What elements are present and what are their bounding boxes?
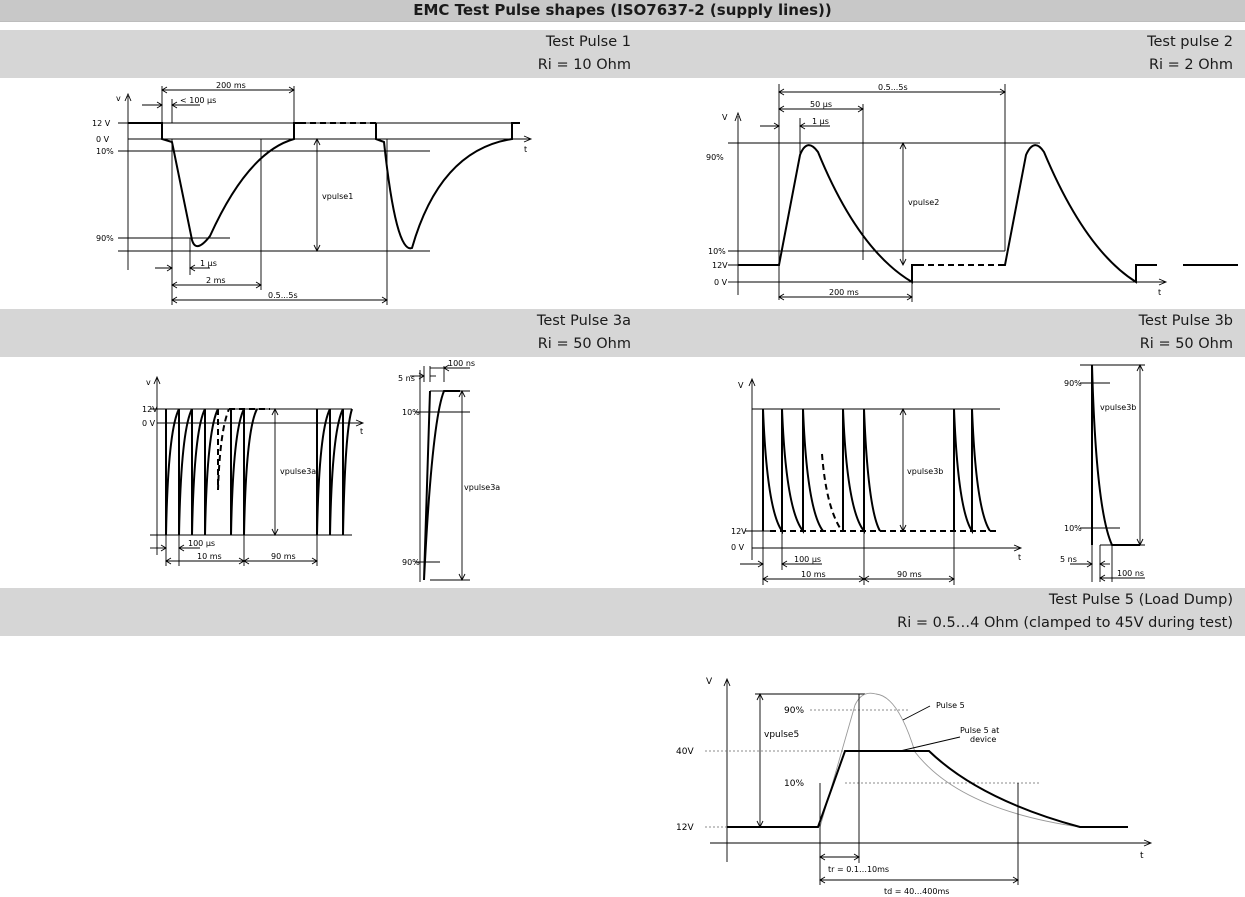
pulse3a-12v-label: 12V <box>142 405 158 414</box>
pulse5-90pct-label: 90% <box>784 706 804 716</box>
pulse3b-100ns-label: 100 ns <box>1117 569 1144 578</box>
pulse3b-header: Test Pulse 3b Ri = 50 Ohm <box>1139 310 1233 356</box>
pulse3a-10pct-label: 10% <box>402 408 420 417</box>
pulse2-1us-label: 1 µs <box>812 117 829 126</box>
pulse1-amplitude-label: vpulse1 <box>322 192 353 201</box>
pulse3b-amplitude2-label: vpulse3b <box>1100 403 1136 412</box>
pulse5-title: Test Pulse 5 (Load Dump) <box>1048 592 1233 608</box>
pulse5-10pct-label: 10% <box>784 779 804 789</box>
pulse2-10pct-label: 10% <box>708 247 726 256</box>
pulse3a-90pct-label: 90% <box>402 558 420 567</box>
pulse5-td-label: td = 40…400ms <box>884 887 949 896</box>
pulse3b-5ns-label: 5 ns <box>1060 555 1077 564</box>
pulse3b-amplitude-label: vpulse3b <box>907 467 943 476</box>
pulse3a-v-axis-label: v <box>146 378 151 387</box>
header-row-pulse-5: Test Pulse 5 (Load Dump) Ri = 0.5…4 Ohm … <box>0 588 1245 636</box>
pulse3a-10ms-label: 10 ms <box>197 552 222 561</box>
pulse3b-100us-label: 100 µs <box>794 555 821 564</box>
pulse1-2ms-label: 2 ms <box>206 276 226 285</box>
pulse3b-0v-label: 0 V <box>731 543 745 552</box>
pulse5-pulse-label: Pulse 5 <box>936 701 965 710</box>
page-title: EMC Test Pulse shapes (ISO7637-2 (supply… <box>0 0 1245 22</box>
pulse5-header: Test Pulse 5 (Load Dump) Ri = 0.5…4 Ohm … <box>897 589 1233 635</box>
pulse1-v-axis-label: v <box>116 94 121 103</box>
pulse2-t-axis-label: t <box>1158 288 1161 297</box>
pulse5-ri: Ri = 0.5…4 Ohm (clamped to 45V during te… <box>897 615 1233 631</box>
pulse3b-12v-label: 12V <box>731 527 747 536</box>
pulse3b-90ms-label: 90 ms <box>897 570 922 579</box>
pulse1-ri: Ri = 10 Ohm <box>537 57 631 73</box>
pulse1-diagram: v t 12 V 0 V 10% 90% 200 ms < 100 µs 1 µ… <box>92 81 533 305</box>
pulse1-90pct-label: 90% <box>96 234 114 243</box>
pulse2-90pct-label: 90% <box>706 153 724 162</box>
pulse5-diagram: V t 40V 12V 90% 10% vpulse5 Pulse 5 Puls… <box>676 677 1153 896</box>
pulse2-title: Test pulse 2 <box>1147 34 1233 50</box>
pulse1-t-axis-label: t <box>524 145 527 154</box>
pulse2-amplitude-label: vpulse2 <box>908 198 939 207</box>
pulse5-40v-label: 40V <box>676 747 694 757</box>
pulse2-ri: Ri = 2 Ohm <box>1148 57 1233 73</box>
pulse1-100us-label: < 100 µs <box>180 96 216 105</box>
pulse3a-ri: Ri = 50 Ohm <box>537 336 631 352</box>
pulse1-05-5s-label: 0.5...5s <box>268 291 298 300</box>
pulse5-t-axis-label: t <box>1140 851 1144 861</box>
pulse1-1us-label: 1 µs <box>200 259 217 268</box>
pulse2-200ms-label: 200 ms <box>829 288 859 297</box>
header-row-pulse-1-2: Test Pulse 1 Ri = 10 Ohm Test pulse 2 Ri… <box>0 30 1245 78</box>
pulse5-tr-label: tr = 0.1…10ms <box>828 865 889 874</box>
pulse3a-amplitude-label: vpulse3a <box>280 467 316 476</box>
pulse3a-5ns-label: 5 ns <box>398 374 415 383</box>
pulse2-v-axis-label: V <box>722 113 728 122</box>
pulse3b-t-axis-label: t <box>1018 553 1021 562</box>
pulse3a-t-axis-label: t <box>360 427 363 436</box>
pulse3a-diagram: v t 12V 0 V 100 µs 10 ms 90 ms vpulse3a … <box>142 359 500 582</box>
pulse2-12v-label: 12V <box>712 261 728 270</box>
pulse1-header: Test Pulse 1 Ri = 10 Ohm <box>538 31 631 77</box>
pulse3b-10ms-label: 10 ms <box>801 570 826 579</box>
pulse1-12v-label: 12 V <box>92 119 111 128</box>
pulse2-diagram: V t 90% 10% 12V 0 V 0.5...5s 50 µs 1 µs … <box>706 83 1238 302</box>
pulse2-header: Test pulse 2 Ri = 2 Ohm <box>1147 31 1233 77</box>
pulse3a-header: Test Pulse 3a Ri = 50 Ohm <box>537 310 631 356</box>
pulse1-10pct-label: 10% <box>96 147 114 156</box>
pulse3b-diagram: V t 12V 0 V 100 µs 10 ms 90 ms vpulse3b … <box>731 363 1145 585</box>
pulse1-200ms-label: 200 ms <box>216 81 246 90</box>
pulse5-at-device-label-1: Pulse 5 at <box>960 726 999 735</box>
pulse2-50us-label: 50 µs <box>810 100 832 109</box>
pulse5-v-axis-label: V <box>706 677 713 687</box>
pulse3b-10pct-label: 10% <box>1064 524 1082 533</box>
pulse1-title: Test Pulse 1 <box>545 34 631 50</box>
pulse2-05-5s-label: 0.5...5s <box>878 83 908 92</box>
pulse3b-ri: Ri = 50 Ohm <box>1139 336 1233 352</box>
pulse1-0v-label: 0 V <box>96 135 110 144</box>
pulse3b-v-axis-label: V <box>738 381 744 390</box>
pulse3b-90pct-label: 90% <box>1064 379 1082 388</box>
pulse5-at-device-label-2: device <box>970 735 996 744</box>
pulse5-12v-label: 12V <box>676 823 694 833</box>
header-row-pulse-3: Test Pulse 3a Ri = 50 Ohm Test Pulse 3b … <box>0 309 1245 357</box>
pulse3b-title: Test Pulse 3b <box>1138 313 1233 329</box>
pulse3a-amplitude2-label: vpulse3a <box>464 483 500 492</box>
pulse2-0v-label: 0 V <box>714 278 728 287</box>
pulse3a-0v-label: 0 V <box>142 419 156 428</box>
pulse3a-title: Test Pulse 3a <box>536 313 631 329</box>
pulse3a-100us-label: 100 µs <box>188 539 215 548</box>
pulse5-amplitude-label: vpulse5 <box>764 730 799 740</box>
pulse3a-90ms-label: 90 ms <box>271 552 296 561</box>
pulse3a-100ns-label: 100 ns <box>448 359 475 368</box>
